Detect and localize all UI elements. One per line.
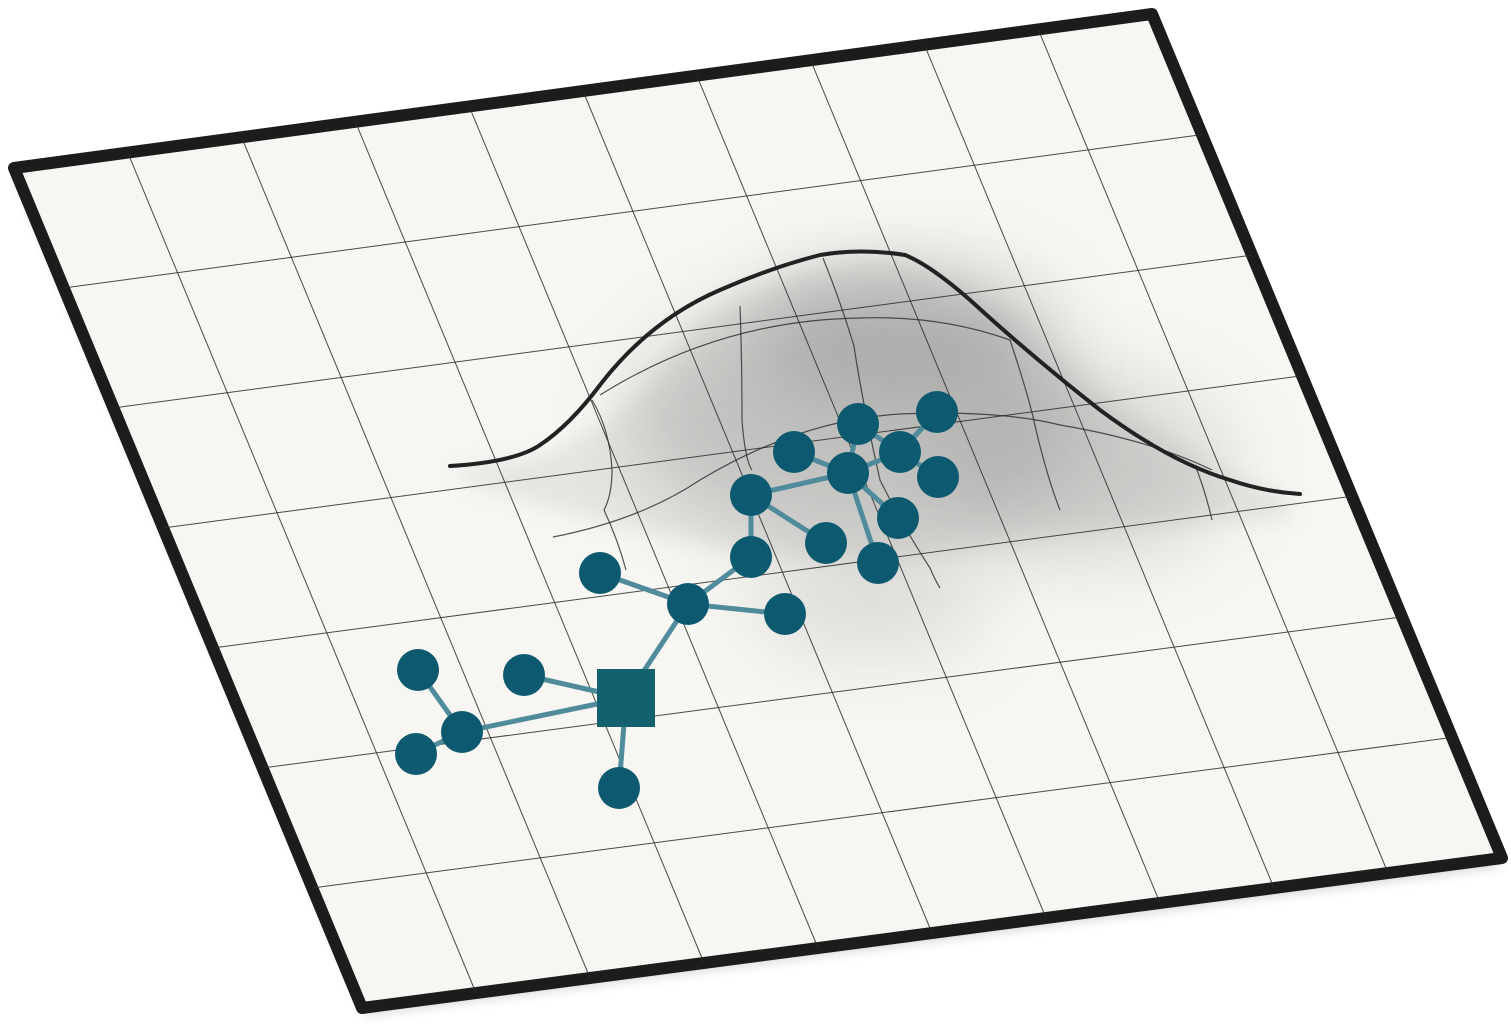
- grid-column-line: [127, 152, 477, 994]
- grid-column-line: [354, 121, 705, 964]
- grid-row-line: [312, 736, 1453, 889]
- grid-column-line: [923, 44, 1275, 889]
- grid-row-line: [163, 375, 1303, 529]
- network-node: [764, 593, 806, 635]
- network-node: [730, 474, 772, 516]
- hub-node: [597, 669, 655, 727]
- hill-grid-lines: [552, 257, 1213, 589]
- network-node: [667, 583, 709, 625]
- network-node: [879, 431, 921, 473]
- network-nodes: [395, 391, 959, 809]
- network-node: [805, 522, 847, 564]
- grid-column-line: [1037, 29, 1389, 874]
- grid-row-line: [212, 495, 1353, 649]
- network-node: [598, 767, 640, 809]
- network-node: [503, 654, 545, 696]
- grid-column-line: [810, 60, 1161, 904]
- network-node: [857, 542, 899, 584]
- network-node: [877, 497, 919, 539]
- grid-column-line: [468, 106, 819, 949]
- network-node: [837, 403, 879, 445]
- grid-column-line: [241, 137, 591, 979]
- network-node: [773, 431, 815, 473]
- grid-row-line: [63, 134, 1203, 289]
- network-node: [579, 552, 621, 594]
- network-node: [397, 649, 439, 691]
- network-node: [441, 711, 483, 753]
- network-node: [917, 456, 959, 498]
- network-node: [827, 452, 869, 494]
- grid-row-line: [113, 254, 1253, 409]
- hill-outline: [448, 249, 1302, 496]
- network-node: [395, 733, 437, 775]
- network-node: [916, 391, 958, 433]
- network-node: [730, 536, 772, 578]
